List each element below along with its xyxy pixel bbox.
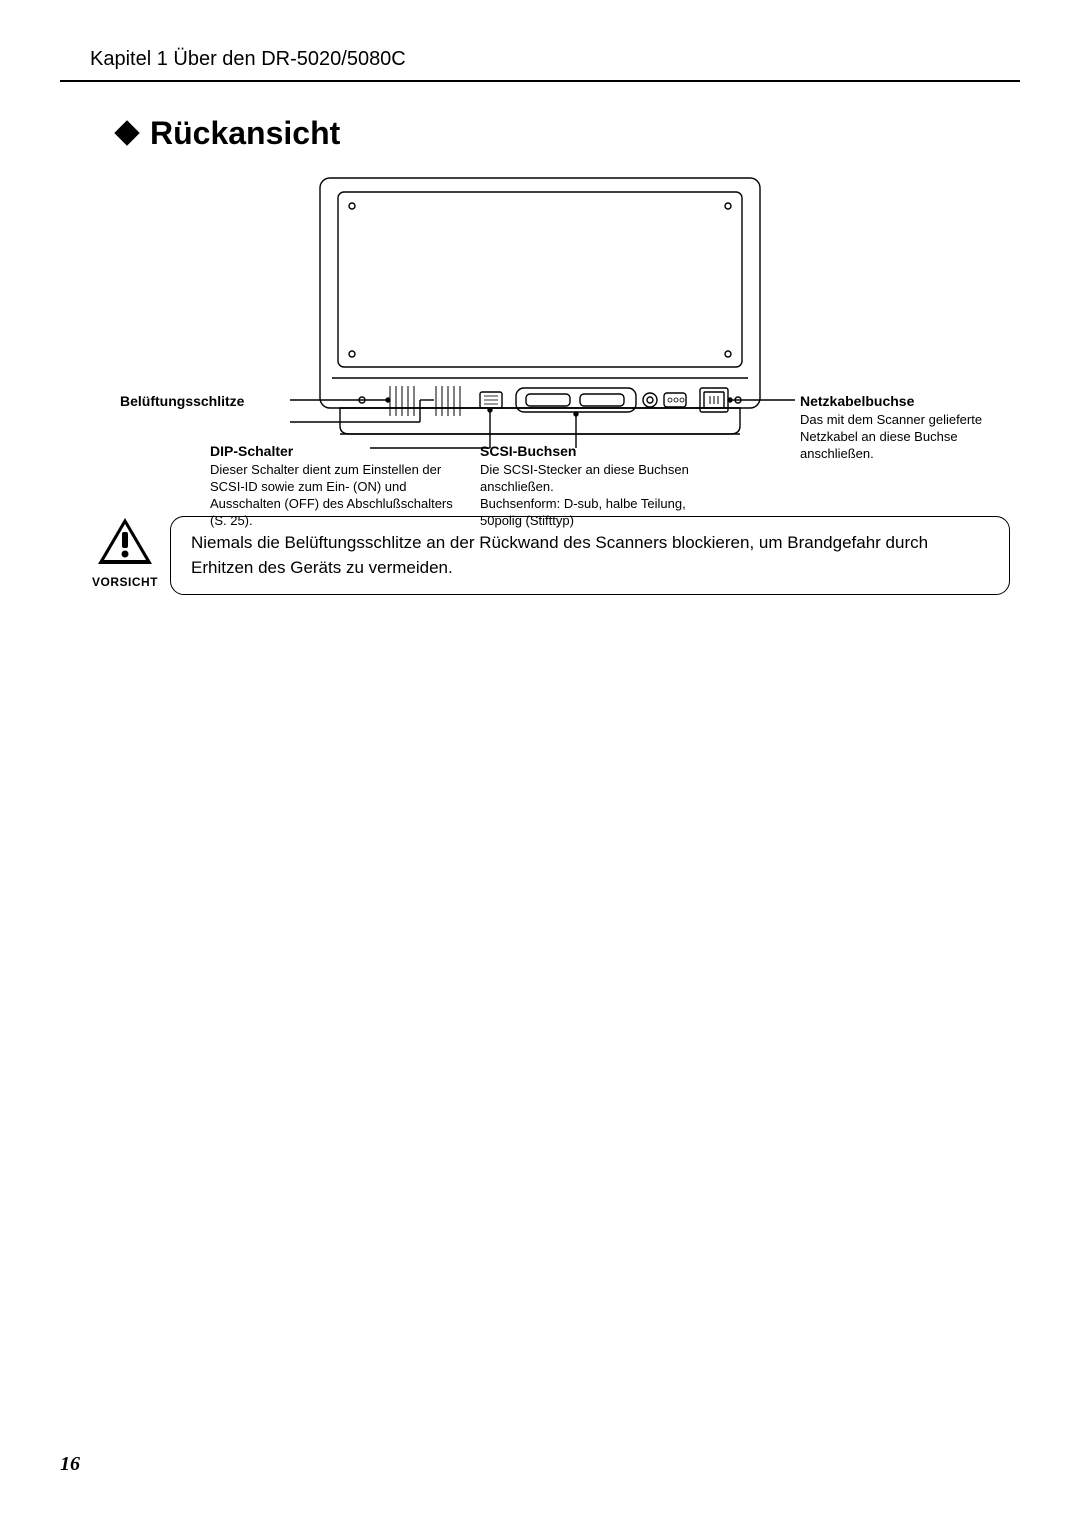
label-vent-title: Belüftungsschlitze <box>120 392 290 410</box>
caution-triangle-icon <box>96 516 154 566</box>
chapter-heading: Kapitel 1 Über den DR-5020/5080C <box>90 48 406 71</box>
warning-icon-block: VORSICHT <box>90 516 160 589</box>
section-title: Rückansicht <box>118 115 340 152</box>
diamond-bullet-icon <box>114 120 139 145</box>
label-power: Netzkabelbuchse Das mit dem Scanner geli… <box>800 392 990 463</box>
header-rule <box>60 80 1020 82</box>
page-number: 16 <box>60 1453 80 1476</box>
warning-box: Niemals die Belüftungsschlitze an der Rü… <box>170 516 1010 595</box>
label-power-desc: Das mit dem Scanner gelieferte Netzkabel… <box>800 412 990 463</box>
label-dip-title: DIP-Schalter <box>210 442 455 460</box>
warning-label-text: VORSICHT <box>90 575 160 589</box>
label-vent: Belüftungsschlitze <box>120 392 290 412</box>
page-root: Kapitel 1 Über den DR-5020/5080C Rückans… <box>0 0 1080 1526</box>
label-power-title: Netzkabelbuchse <box>800 392 990 410</box>
section-title-text: Rückansicht <box>150 115 340 151</box>
labels-area: Belüftungsschlitze DIP-Schalter Dieser S… <box>60 170 1020 520</box>
label-scsi-title: SCSI-Buchsen <box>480 442 725 460</box>
warning-text: Niemals die Belüftungsschlitze an der Rü… <box>191 533 928 577</box>
